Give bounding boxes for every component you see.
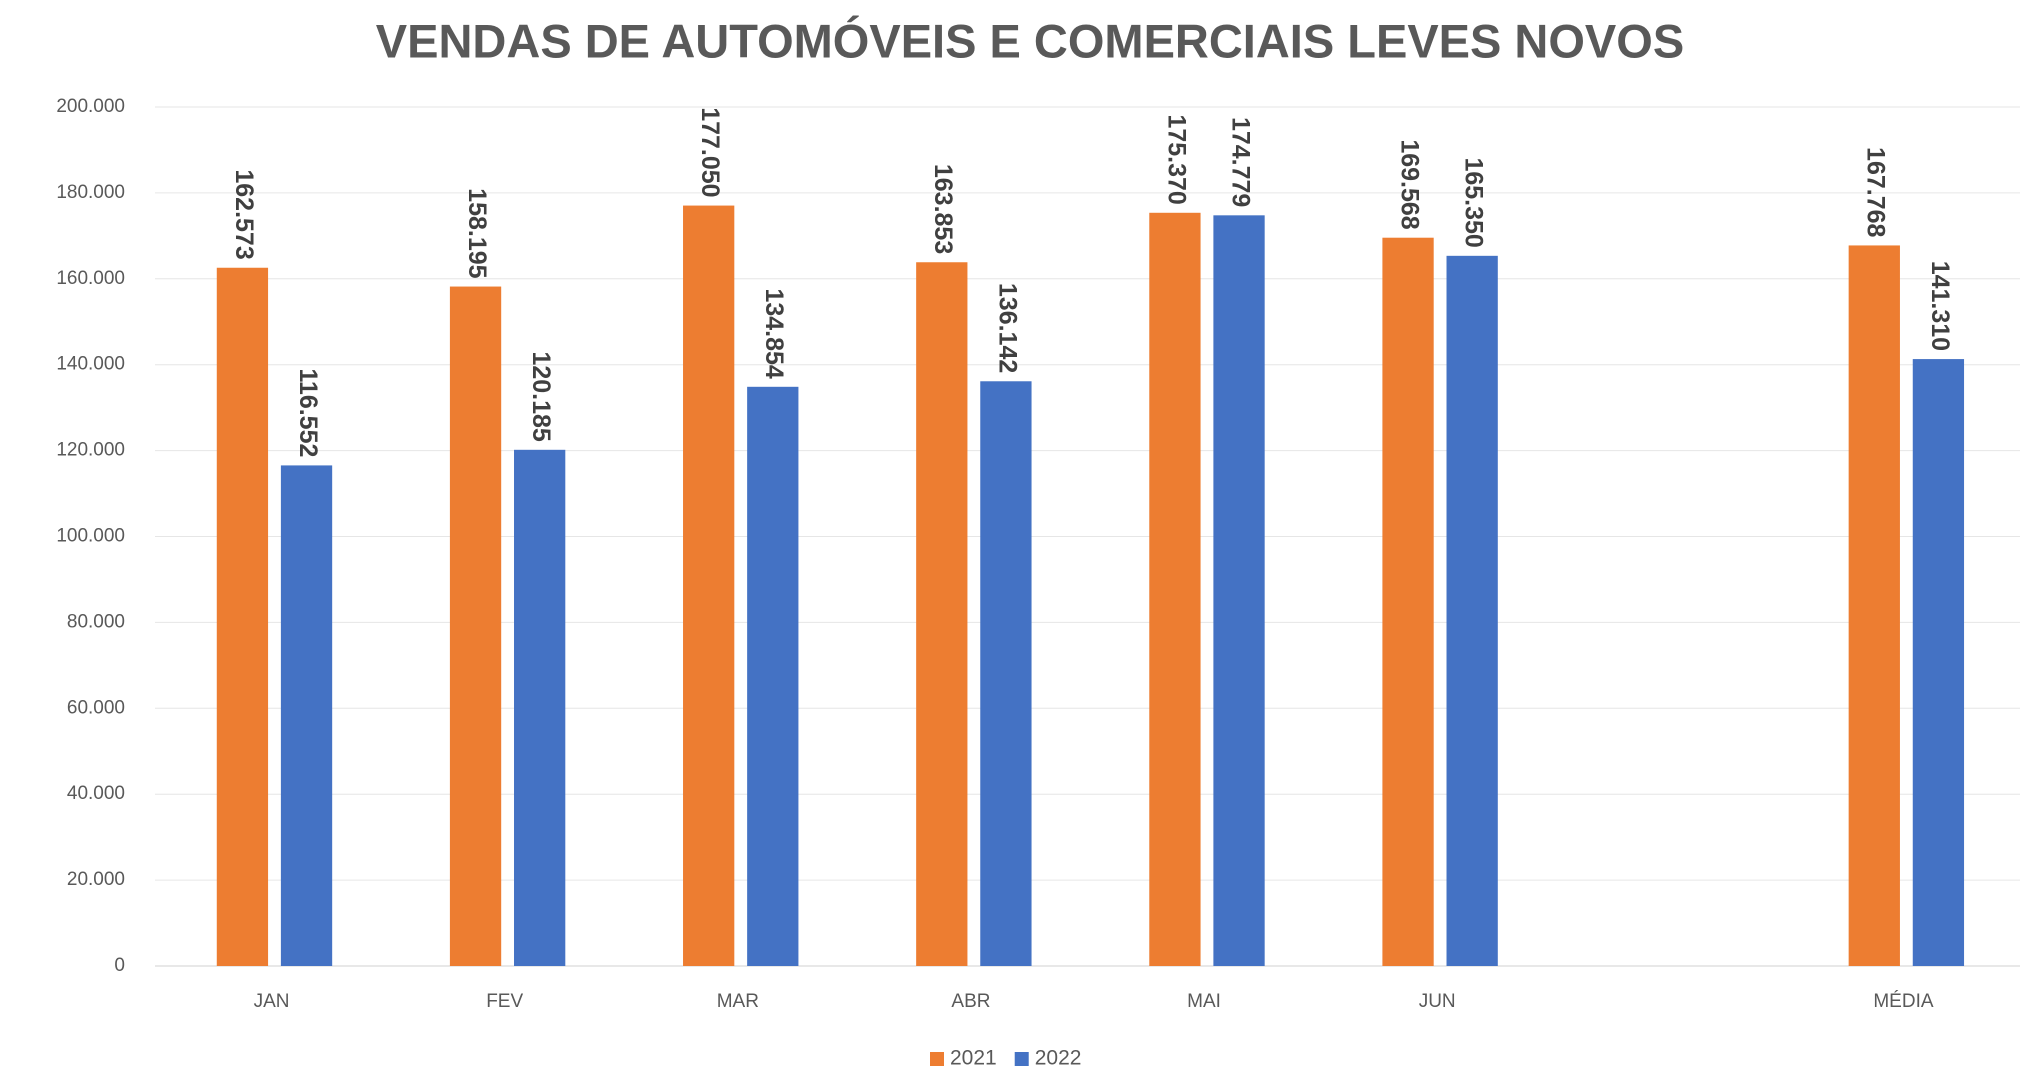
data-label: 116.552 bbox=[294, 368, 322, 457]
x-tick-label: JAN bbox=[254, 991, 290, 1012]
legend-label: 2021 bbox=[950, 1047, 997, 1070]
bar bbox=[747, 386, 799, 966]
data-label: 141.310 bbox=[1926, 261, 1954, 351]
bar bbox=[1382, 237, 1434, 966]
x-tick-label: FEV bbox=[486, 991, 523, 1012]
bar bbox=[514, 449, 566, 966]
y-tick-label: 200.000 bbox=[56, 96, 125, 117]
legend-swatch bbox=[930, 1052, 944, 1066]
x-tick-label: JUN bbox=[1419, 991, 1456, 1012]
data-label: 177.050 bbox=[696, 107, 724, 197]
bar bbox=[280, 465, 333, 966]
data-label: 169.568 bbox=[1395, 139, 1423, 229]
data-label: 175.370 bbox=[1162, 114, 1190, 204]
data-label: 174.779 bbox=[1226, 117, 1254, 207]
legend-label: 2022 bbox=[1035, 1047, 1082, 1070]
bar bbox=[980, 381, 1032, 966]
data-label: 163.853 bbox=[929, 164, 957, 254]
data-label: 165.350 bbox=[1460, 157, 1488, 247]
y-tick-label: 120.000 bbox=[56, 440, 125, 461]
chart-title: VENDAS DE AUTOMÓVEIS E COMERCIAIS LEVES … bbox=[376, 14, 1684, 67]
bar bbox=[683, 205, 735, 966]
bar bbox=[1213, 215, 1265, 966]
bar bbox=[216, 267, 269, 966]
y-tick-label: 60.000 bbox=[67, 697, 125, 718]
x-tick-label: MÉDIA bbox=[1873, 991, 1934, 1012]
bar bbox=[449, 286, 502, 966]
y-tick-label: 160.000 bbox=[56, 268, 125, 289]
data-label: 162.573 bbox=[230, 169, 258, 259]
x-tick-label: ABR bbox=[951, 991, 990, 1012]
x-tick-label: MAR bbox=[717, 991, 759, 1012]
data-label: 120.185 bbox=[527, 351, 555, 441]
y-tick-label: 80.000 bbox=[67, 611, 125, 632]
bar bbox=[1446, 255, 1498, 966]
y-tick-label: 0 bbox=[114, 955, 125, 976]
data-label: 134.854 bbox=[760, 288, 788, 378]
y-tick-label: 180.000 bbox=[56, 182, 125, 203]
data-label: 136.142 bbox=[993, 283, 1021, 373]
bar bbox=[1912, 359, 1965, 966]
x-tick-label: MAI bbox=[1187, 991, 1221, 1012]
y-tick-label: 40.000 bbox=[67, 783, 125, 804]
legend-swatch bbox=[1014, 1052, 1029, 1066]
bar bbox=[916, 262, 968, 967]
bar bbox=[1149, 212, 1201, 967]
bar bbox=[1848, 245, 1900, 966]
data-label: 158.195 bbox=[463, 188, 491, 278]
y-tick-label: 20.000 bbox=[67, 869, 125, 890]
y-tick-label: 100.000 bbox=[56, 526, 125, 547]
data-label: 167.768 bbox=[1862, 147, 1890, 237]
y-tick-label: 140.000 bbox=[56, 354, 125, 375]
